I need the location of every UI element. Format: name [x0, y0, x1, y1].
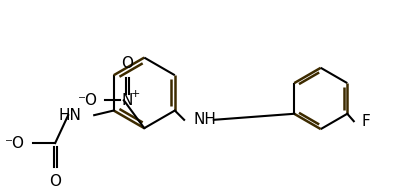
Text: ⁻O: ⁻O	[78, 93, 98, 108]
Text: NH: NH	[193, 112, 216, 127]
Text: F: F	[361, 114, 370, 129]
Text: N: N	[122, 93, 133, 108]
Text: O: O	[121, 56, 133, 70]
Text: ⁻O: ⁻O	[5, 136, 25, 150]
Text: +: +	[130, 89, 140, 99]
Text: O: O	[49, 174, 61, 189]
Text: HN: HN	[58, 108, 81, 123]
